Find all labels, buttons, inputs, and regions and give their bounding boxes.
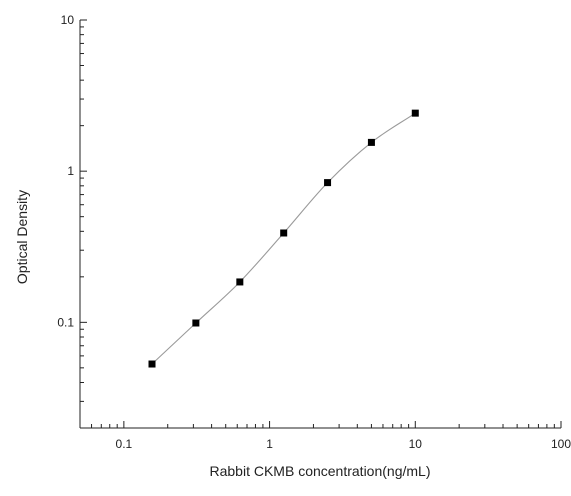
- x-axis-title: Rabbit CKMB concentration(ng/mL): [210, 463, 431, 479]
- data-point: [148, 360, 156, 368]
- fit-curve-layer: [151, 112, 416, 365]
- y-tick-label: 1: [67, 164, 74, 178]
- axis-labels: Rabbit CKMB concentration(ng/mL) Optical…: [14, 190, 431, 479]
- data-point: [367, 138, 375, 146]
- x-tick-label: 100: [551, 437, 571, 451]
- fit-curve: [151, 112, 416, 365]
- x-tick-label: 10: [409, 437, 423, 451]
- data-point: [236, 278, 244, 286]
- x-tick-label: 1: [266, 437, 273, 451]
- y-tick-label: 0.1: [57, 315, 74, 329]
- y-axis-title: Optical Density: [14, 190, 30, 284]
- data-points: [148, 109, 419, 368]
- data-point: [280, 229, 288, 237]
- axes: 0.1 1 10 100 0.1 1 10: [57, 13, 571, 451]
- y-tick-label: 10: [61, 13, 75, 27]
- x-tick-label: 0.1: [116, 437, 133, 451]
- data-point: [411, 109, 419, 117]
- data-point: [192, 319, 200, 327]
- data-point: [324, 179, 332, 187]
